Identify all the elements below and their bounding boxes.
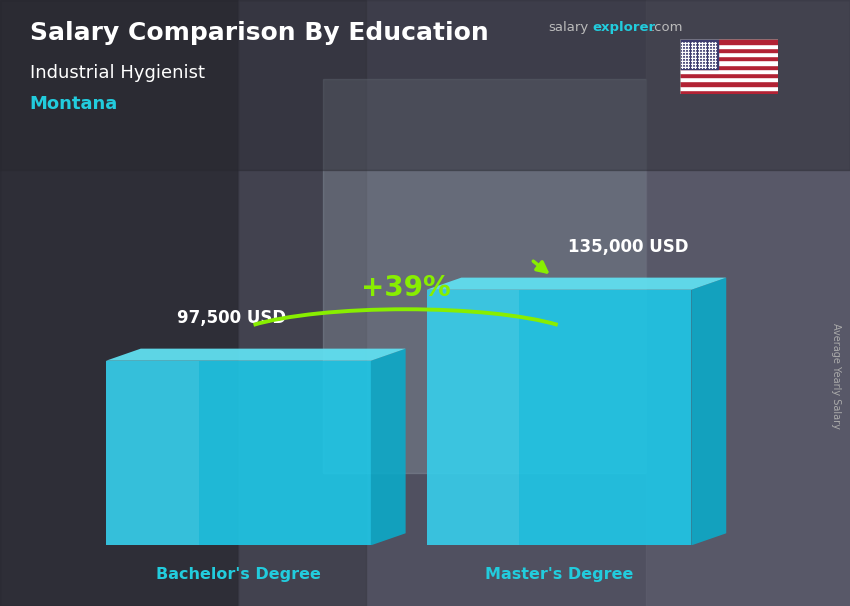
Text: 97,500 USD: 97,500 USD [177,310,286,327]
Text: Bachelor's Degree: Bachelor's Degree [156,567,320,582]
Bar [680,48,778,52]
Bar [0,0,850,170]
Text: Industrial Hygienist: Industrial Hygienist [30,64,205,82]
Bar [680,56,778,61]
Bar [323,79,646,473]
Text: 135,000 USD: 135,000 USD [569,238,688,256]
Bar [238,0,366,606]
Text: Montana: Montana [30,95,118,113]
Bar [680,90,778,94]
Text: explorer: explorer [592,21,655,34]
Bar [646,0,850,606]
Bar [680,65,778,68]
Polygon shape [427,278,726,290]
Polygon shape [691,278,726,545]
Bar [0,0,238,606]
Bar [680,73,778,77]
Bar [680,81,778,85]
Text: +39%: +39% [360,274,450,302]
Bar [680,85,778,90]
Polygon shape [371,348,405,545]
Bar [680,77,778,81]
Bar [680,39,778,44]
Text: Average Yearly Salary: Average Yearly Salary [830,323,841,428]
Text: .com: .com [650,21,683,34]
Bar [680,39,717,68]
Polygon shape [427,290,519,545]
Bar [680,68,778,73]
Bar [323,79,646,473]
Text: Salary Comparison By Education: Salary Comparison By Education [30,21,489,45]
Text: Master's Degree: Master's Degree [484,567,633,582]
Polygon shape [106,361,371,545]
Polygon shape [106,361,199,545]
Bar [680,61,778,65]
Text: salary: salary [548,21,588,34]
Polygon shape [106,348,405,361]
Polygon shape [427,290,691,545]
Bar [680,52,778,56]
Bar [680,44,778,48]
